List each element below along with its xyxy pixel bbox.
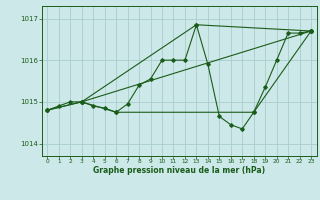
X-axis label: Graphe pression niveau de la mer (hPa): Graphe pression niveau de la mer (hPa) bbox=[93, 166, 265, 175]
